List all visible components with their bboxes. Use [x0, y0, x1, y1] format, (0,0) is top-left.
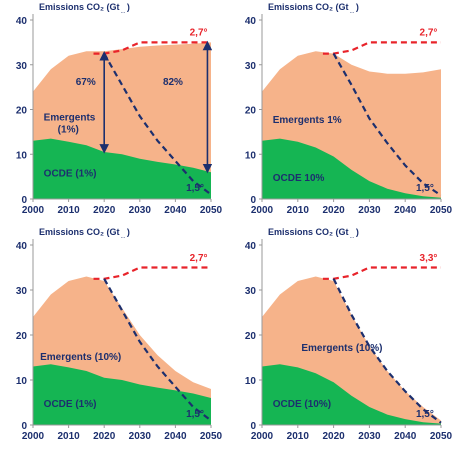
x-tick-label: 2010: [287, 205, 310, 216]
y-tick-label: 0: [250, 421, 256, 432]
x-tick-label: 2020: [322, 431, 345, 442]
label-emergents: Emergents 1%: [273, 115, 342, 126]
x-tick-label: 2020: [93, 205, 116, 216]
x-tick-label: 2030: [129, 431, 152, 442]
x-tick-label: 2050: [200, 431, 223, 442]
y-tick-label: 0: [21, 421, 27, 432]
area-ocde: [33, 364, 211, 425]
y-tick-label: 10: [245, 376, 257, 387]
label-ocde: OCDE (1%): [44, 399, 97, 410]
y-tick-label: 0: [250, 195, 256, 206]
x-tick-label: 2000: [22, 431, 45, 442]
area-ocde: [262, 138, 441, 199]
label-emergents: (1%): [58, 125, 79, 136]
label-ocde: OCDE 10%: [273, 173, 325, 184]
x-tick-label: 2030: [358, 431, 381, 442]
chart-title-close: ): [127, 2, 130, 12]
scenario-1-5-line: [103, 53, 212, 196]
y-tick-label: 40: [16, 16, 28, 27]
scenario-2-7-label: 2,7°: [420, 28, 438, 39]
x-tick-label: 2050: [430, 431, 453, 442]
label-emergents: Emergents: [44, 113, 96, 124]
y-tick-label: 40: [16, 241, 28, 252]
scenario-1-5-label: 1,5°: [416, 183, 434, 194]
chart-title: Emissions CO₂ (Gt: [268, 2, 349, 12]
y-tick-label: 10: [16, 376, 28, 387]
scenario-1-5-line: [332, 278, 442, 424]
chart-title: Emissions CO₂ (Gt: [39, 2, 120, 12]
chart-title-unit: ...: [121, 234, 126, 240]
x-tick-label: 2030: [358, 205, 381, 216]
y-tick-label: 30: [245, 286, 257, 297]
scenario-2-7-label: 2,7°: [190, 28, 208, 39]
label-ocde: OCDE (10%): [273, 399, 331, 410]
x-tick-label: 2040: [164, 431, 187, 442]
scenario-1-5-line: [332, 53, 442, 197]
label-emergents: Emergents (10%): [40, 352, 121, 363]
y-tick-label: 30: [16, 286, 28, 297]
label-emergents: Emergents (10%): [301, 343, 382, 354]
x-tick-label: 2000: [251, 431, 274, 442]
scenario-2-7-line: [93, 266, 211, 280]
chart-title-unit: ...: [121, 9, 126, 15]
chart-title-close: ): [356, 2, 359, 12]
y-tick-label: 0: [21, 195, 27, 206]
x-tick-label: 2050: [430, 205, 453, 216]
scenario-1-5-line: [103, 278, 212, 422]
x-tick-label: 2040: [394, 431, 417, 442]
scenario-2-7-line: [322, 41, 441, 55]
label-ocde: OCDE (1%): [44, 169, 97, 180]
scenario-2-7-label: 2,7°: [190, 253, 208, 264]
y-tick-label: 10: [16, 150, 28, 161]
x-tick-label: 2020: [93, 431, 116, 442]
annotation-82: 82%: [163, 77, 183, 88]
x-tick-label: 2000: [22, 205, 45, 216]
scenario-2-7-label: 3,3°: [420, 253, 438, 264]
scenario-2-7-line: [322, 266, 441, 280]
chart-title-close: ): [356, 227, 359, 237]
y-tick-label: 30: [16, 61, 28, 72]
chart-title: Emissions CO₂ (Gt: [268, 227, 349, 237]
annotation-67: 67%: [76, 77, 96, 88]
chart-title: Emissions CO₂ (Gt: [39, 227, 120, 237]
y-tick-label: 30: [245, 61, 257, 72]
chart-title-unit: ...: [350, 234, 355, 240]
y-tick-label: 20: [16, 106, 28, 117]
x-tick-label: 2040: [394, 205, 417, 216]
x-tick-label: 2010: [57, 205, 80, 216]
x-tick-label: 2030: [129, 205, 152, 216]
y-tick-label: 40: [245, 241, 257, 252]
y-tick-label: 40: [245, 16, 257, 27]
x-tick-label: 2010: [57, 431, 80, 442]
chart-title-unit: ...: [350, 9, 355, 15]
x-tick-label: 2020: [322, 205, 345, 216]
x-tick-label: 2010: [287, 431, 310, 442]
x-tick-label: 2000: [251, 205, 274, 216]
area-ocde: [33, 138, 211, 199]
y-tick-label: 20: [245, 106, 257, 117]
scenario-1-5-label: 1,5°: [186, 409, 204, 420]
area-ocde: [262, 364, 441, 425]
scenario-1-5-label: 1,5°: [186, 183, 204, 194]
y-tick-label: 20: [16, 331, 28, 342]
chart-title-close: ): [127, 227, 130, 237]
y-tick-label: 10: [245, 150, 257, 161]
x-tick-label: 2050: [200, 205, 223, 216]
scenario-1-5-label: 1,5°: [416, 409, 434, 420]
y-tick-label: 20: [245, 331, 257, 342]
x-tick-label: 2040: [164, 205, 187, 216]
